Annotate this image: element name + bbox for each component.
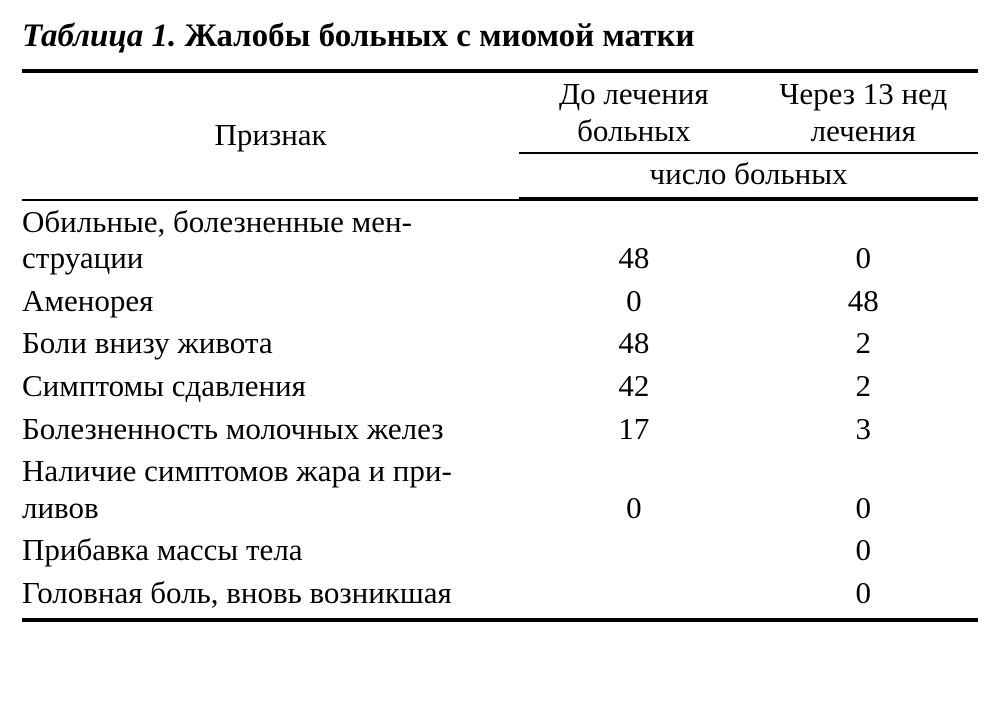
- cell-after: 3: [749, 408, 978, 451]
- cell-after: 48: [749, 280, 978, 323]
- cell-sign: Боли внизу живота: [22, 322, 519, 365]
- cell-after: 0: [749, 529, 978, 572]
- table-row: Болезненность молочных желез173: [22, 408, 978, 451]
- col-header-before: До лечения больных: [519, 73, 748, 153]
- table-row: Аменорея048: [22, 280, 978, 323]
- cell-sign: Симптомы сдавления: [22, 365, 519, 408]
- cell-before: [519, 529, 748, 572]
- table-row: Боли внизу живота482: [22, 322, 978, 365]
- table-row: Обильные, болезненные мен-струации480: [22, 200, 978, 280]
- cell-after: 2: [749, 365, 978, 408]
- caption-text: Жалобы больных с миомой матки: [185, 18, 695, 54]
- table-row: Наличие симптомов жара и при-ливов00: [22, 450, 978, 529]
- cell-before: [519, 572, 748, 620]
- table-row: Симптомы сдавления422: [22, 365, 978, 408]
- cell-before: 0: [519, 450, 748, 529]
- cell-sign: Обильные, болезненные мен-струации: [22, 200, 519, 280]
- cell-before: 48: [519, 322, 748, 365]
- col-header-sign: Признак: [22, 73, 519, 198]
- cell-sign: Прибавка массы тела: [22, 529, 519, 572]
- cell-before: 42: [519, 365, 748, 408]
- caption-prefix: Таблица 1.: [22, 18, 176, 54]
- cell-before: 48: [519, 200, 748, 280]
- cell-before: 17: [519, 408, 748, 451]
- cell-sign: Аменорея: [22, 280, 519, 323]
- table-body: Обильные, болезненные мен-струации480Аме…: [22, 200, 978, 620]
- cell-sign: Головная боль, вновь возникшая: [22, 572, 519, 620]
- col-header-after: Через 13 нед лечения: [749, 73, 978, 153]
- cell-after: 0: [749, 200, 978, 280]
- cell-after: 2: [749, 322, 978, 365]
- cell-sign: Наличие симптомов жара и при-ливов: [22, 450, 519, 529]
- table-row: Головная боль, вновь возникшая 0: [22, 572, 978, 620]
- cell-sign: Болезненность молочных желез: [22, 408, 519, 451]
- table-row: Прибавка массы тела 0: [22, 529, 978, 572]
- complaints-table: Признак До лечения больных Через 13 нед …: [22, 69, 978, 622]
- table-caption: Таблица 1. Жалобы больных с миомой матки: [22, 18, 978, 55]
- col-subheader: число больных: [519, 153, 978, 197]
- cell-after: 0: [749, 572, 978, 620]
- cell-after: 0: [749, 450, 978, 529]
- cell-before: 0: [519, 280, 748, 323]
